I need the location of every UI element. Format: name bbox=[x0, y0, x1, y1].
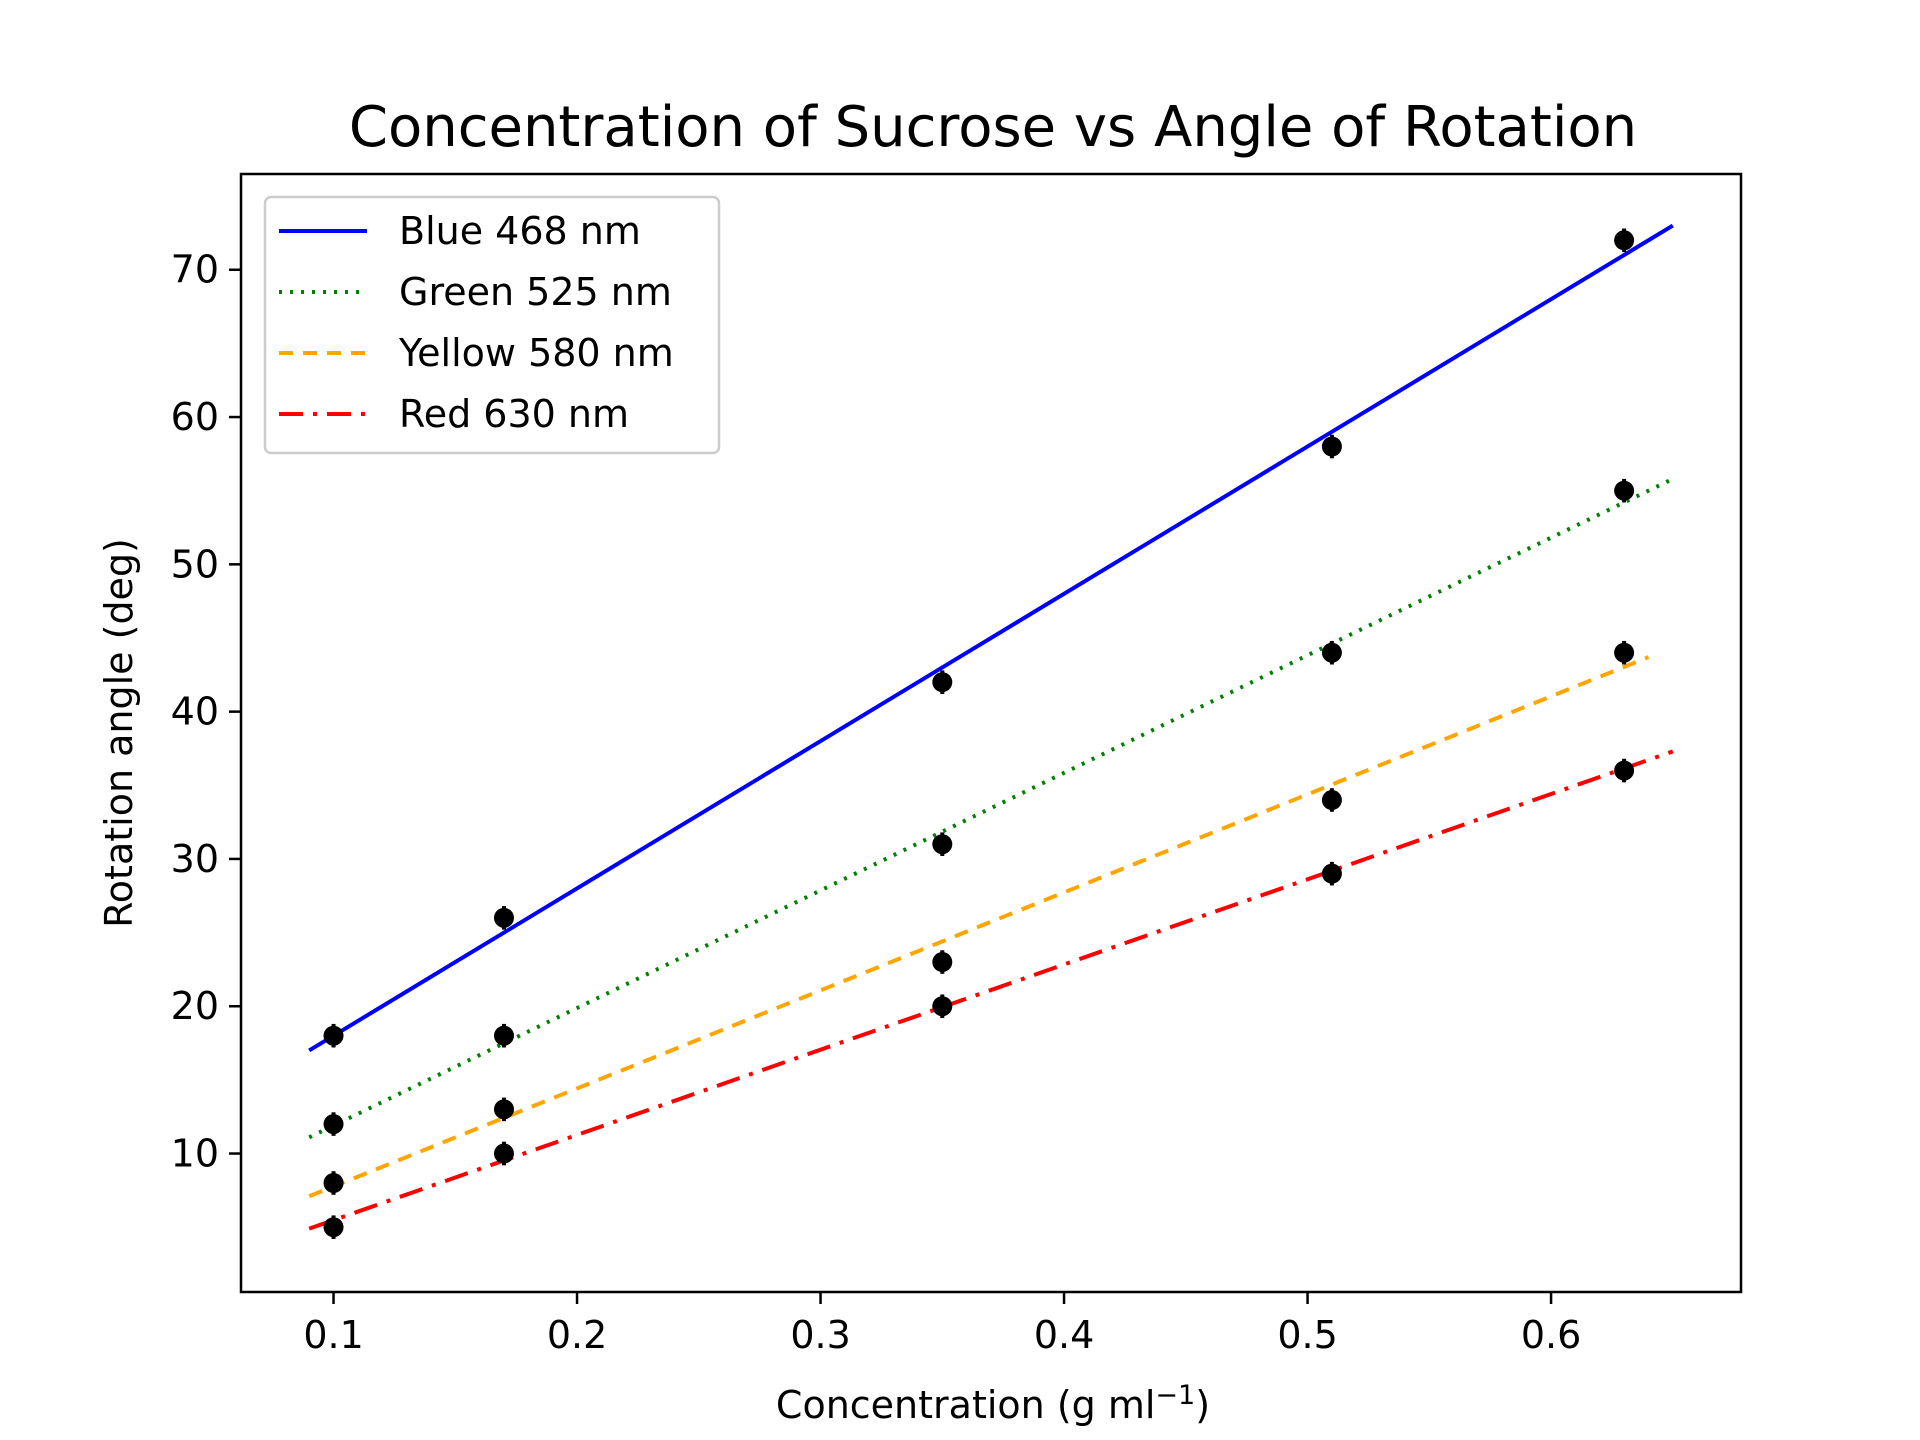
y-tick-label-1: 20 bbox=[171, 984, 219, 1028]
data-point-3-4 bbox=[1614, 760, 1635, 781]
legend-label-3: Red 630 nm bbox=[399, 392, 629, 436]
x-axis: 0.1 0.2 0.3 0.4 0.5 0.6 bbox=[303, 1292, 1581, 1357]
data-point-3-2 bbox=[932, 996, 953, 1017]
data-point-1-2 bbox=[932, 834, 953, 855]
fit-line-2 bbox=[308, 655, 1650, 1199]
data-point-1-0 bbox=[323, 1114, 344, 1135]
legend-box bbox=[263, 195, 721, 455]
plot-frame bbox=[239, 172, 1743, 1294]
data-point-2-4 bbox=[1614, 642, 1635, 663]
data-point-2-2 bbox=[932, 952, 953, 973]
data-point-3-0 bbox=[323, 1217, 344, 1238]
plot-area bbox=[308, 223, 1674, 1239]
x-tick-label-5: 0.6 bbox=[1521, 1313, 1581, 1357]
x-axis-label: Concentration (g ml−1) bbox=[776, 1380, 1210, 1427]
x-axis-label-main: Concentration (g ml bbox=[776, 1383, 1156, 1427]
data-point-1-3 bbox=[1321, 642, 1342, 663]
x-axis-label-sup: −1 bbox=[1155, 1380, 1195, 1411]
y-tick-label-6: 70 bbox=[171, 248, 219, 292]
y-tick-label-2: 30 bbox=[171, 837, 219, 881]
x-tick-label-0: 0.1 bbox=[303, 1313, 363, 1357]
legend-label-0: Blue 468 nm bbox=[399, 209, 641, 253]
data-point-3-3 bbox=[1321, 863, 1342, 884]
x-tick-label-2: 0.3 bbox=[790, 1313, 850, 1357]
data-point-3-1 bbox=[493, 1143, 514, 1164]
x-axis-label-suffix: ) bbox=[1195, 1383, 1210, 1427]
y-tick-label-5: 60 bbox=[171, 395, 219, 439]
x-tick-label-1: 0.2 bbox=[547, 1313, 607, 1357]
fit-line-3 bbox=[308, 749, 1674, 1231]
data-point-1-1 bbox=[493, 1025, 514, 1046]
y-tick-label-3: 40 bbox=[171, 690, 219, 734]
legend-label-1: Green 525 nm bbox=[399, 270, 672, 314]
data-point-0-1 bbox=[493, 907, 514, 928]
data-point-0-2 bbox=[932, 672, 953, 693]
legend: Blue 468 nm Green 525 nm Yellow 580 nm Red … bbox=[263, 195, 721, 455]
x-tick-label-4: 0.5 bbox=[1277, 1313, 1337, 1357]
data-point-2-1 bbox=[493, 1099, 514, 1120]
y-axis: 10 20 30 40 50 60 70 bbox=[171, 248, 241, 1176]
x-tick-label-3: 0.4 bbox=[1034, 1313, 1094, 1357]
chart-title: Concentration of Sucrose vs Angle of Rot… bbox=[349, 95, 1637, 160]
data-point-1-4 bbox=[1614, 480, 1635, 501]
fit-line-0 bbox=[308, 223, 1674, 1053]
legend-label-2: Yellow 580 nm bbox=[398, 331, 674, 375]
data-point-2-3 bbox=[1321, 790, 1342, 811]
data-point-2-0 bbox=[323, 1172, 344, 1193]
y-tick-label-4: 50 bbox=[171, 542, 219, 586]
y-axis-label: Rotation angle (deg) bbox=[97, 538, 141, 928]
data-point-0-3 bbox=[1321, 436, 1342, 457]
data-point-0-4 bbox=[1614, 230, 1635, 251]
data-point-0-0 bbox=[323, 1025, 344, 1046]
fit-line-1 bbox=[308, 477, 1674, 1140]
y-tick-label-0: 10 bbox=[171, 1132, 219, 1176]
